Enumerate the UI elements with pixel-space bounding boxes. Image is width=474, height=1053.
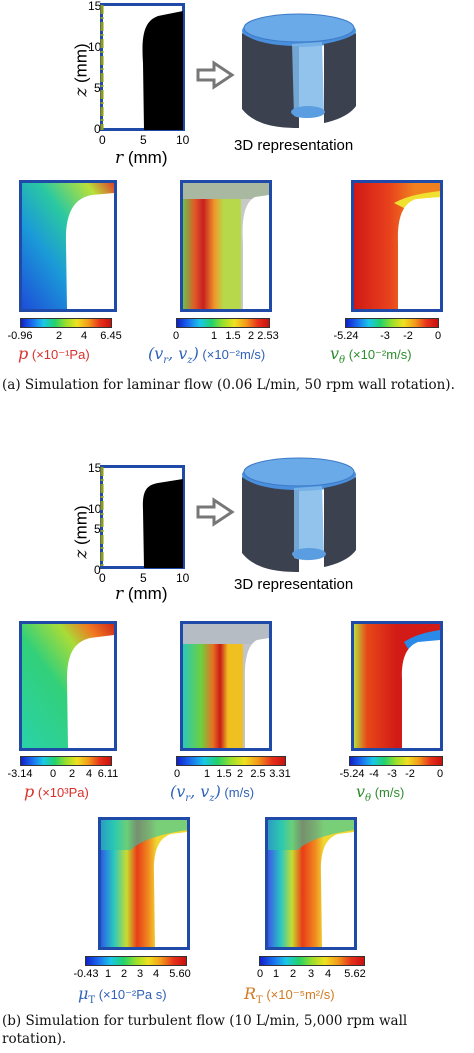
colorbar-tick: -3 — [380, 330, 390, 342]
r-tick: 0 — [99, 571, 106, 585]
caption-b: (b) Simulation for turbulent flow (10 L/… — [2, 1013, 408, 1047]
colorbar — [349, 756, 443, 766]
r-tick: 10 — [176, 571, 190, 585]
turbulent-viscosity-field-b — [98, 817, 190, 950]
z-tick: 0 — [94, 563, 101, 577]
colorbar-tick: 5.60 — [169, 968, 191, 980]
colorbar — [345, 318, 439, 328]
colorbar-tick: 2 — [68, 768, 76, 780]
colorbar-tick: -0.96 — [7, 330, 33, 342]
velocity-rz-field-a — [180, 180, 272, 312]
caption-a: (a) Simulation for laminar flow (0.06 L/… — [2, 377, 455, 393]
cylinder-3d-icon — [242, 457, 356, 572]
representation-label: 3D representation — [234, 137, 354, 154]
colorbar-tick: 2 — [289, 968, 297, 980]
colorbar-label: p (×10⁻¹Pa) — [18, 344, 90, 363]
velocity-theta-field-a — [351, 180, 443, 312]
colorbar-tick: 1.5 — [225, 330, 241, 342]
colorbar-tick: 4 — [324, 968, 332, 980]
colorbar-tick: 0 — [434, 330, 442, 342]
pressure-field-b — [19, 621, 117, 751]
colorbar-label: p (×10³Pa) — [24, 782, 89, 801]
colorbar-tick: 2.53 — [257, 330, 279, 342]
z-tick: 15 — [88, 461, 102, 475]
turbulent-kinematic-field-b — [265, 817, 357, 950]
colorbar-tick: 4 — [80, 330, 88, 342]
z-tick: 15 — [88, 0, 102, 13]
colorbar-tick: 3.31 — [269, 768, 291, 780]
colorbar-tick: 1 — [203, 768, 211, 780]
colorbar-tick: 0 — [173, 768, 181, 780]
colorbar-tick: -2 — [403, 330, 413, 342]
r-axis-label: r (mm) — [115, 584, 168, 604]
colorbar-tick: 1 — [272, 968, 280, 980]
colorbar-tick: 3 — [307, 968, 315, 980]
r-tick: 5 — [140, 571, 147, 585]
colorbar-tick: 3 — [136, 968, 144, 980]
colorbar-tick: 2 — [236, 768, 244, 780]
colorbar — [176, 318, 270, 328]
colorbar-tick: 6.11 — [97, 768, 119, 780]
representation-label: 3D representation — [234, 576, 354, 593]
colorbar-label: vθ (m/s) — [356, 782, 405, 805]
colorbar-tick: -4 — [369, 768, 379, 780]
arrow-icon — [196, 60, 235, 90]
z-tick: 10 — [88, 502, 102, 516]
z-tick: 0 — [94, 122, 101, 136]
colorbar-tick: 4 — [152, 968, 160, 980]
colorbar-tick: 2 — [55, 330, 63, 342]
r-tick: 5 — [140, 133, 147, 147]
colorbar — [20, 318, 112, 328]
colorbar-label: vθ (×10⁻²m/s) — [330, 344, 412, 367]
colorbar — [259, 956, 365, 966]
pressure-field-a — [19, 180, 117, 312]
colorbar-tick: 0 — [436, 768, 444, 780]
colorbar-tick: 1 — [104, 968, 112, 980]
colorbar — [20, 756, 112, 766]
colorbar-tick: -5.24 — [339, 768, 365, 780]
colorbar — [176, 756, 286, 766]
colorbar-tick: 2 — [120, 968, 128, 980]
colorbar — [85, 956, 187, 966]
colorbar-tick: 6.45 — [100, 330, 122, 342]
colorbar-tick: 2 — [247, 330, 255, 342]
arrow-icon — [196, 497, 235, 527]
colorbar-tick: 0 — [49, 768, 57, 780]
colorbar-tick: -3 — [387, 768, 397, 780]
colorbar-tick: -0.43 — [73, 968, 99, 980]
colorbar-tick: -5.24 — [333, 330, 359, 342]
r-axis-label: r (mm) — [115, 148, 168, 168]
velocity-rz-field-b — [180, 621, 272, 751]
colorbar-label: RT (×10⁻⁵m²/s) — [244, 984, 335, 1007]
r-tick: 10 — [176, 133, 190, 147]
z-tick: 5 — [94, 522, 101, 536]
colorbar-tick: -2 — [405, 768, 415, 780]
colorbar-label: μT (×10⁻²Pa s) — [78, 984, 167, 1007]
colorbar-tick: 0 — [172, 330, 180, 342]
r-tick: 0 — [99, 133, 106, 147]
velocity-theta-field-b — [351, 621, 443, 751]
colorbar-tick: 1 — [210, 330, 218, 342]
colorbar-tick: -3.14 — [7, 768, 33, 780]
colorbar-tick: 0 — [256, 968, 264, 980]
cylinder-3d-icon — [242, 13, 356, 128]
colorbar-tick: 1.5 — [216, 768, 232, 780]
z-tick: 10 — [88, 40, 102, 54]
z-tick: 5 — [94, 81, 101, 95]
colorbar-label: (vr, vz) (m/s) — [170, 782, 255, 805]
colorbar-tick: 5.62 — [344, 968, 366, 980]
colorbar-tick: 2.5 — [250, 768, 266, 780]
colorbar-label: (vr, vz) (×10⁻²m/s) — [148, 344, 266, 367]
geometry-domain-a — [100, 3, 185, 131]
colorbar-tick: 4 — [85, 768, 93, 780]
geometry-domain-b — [100, 465, 185, 569]
